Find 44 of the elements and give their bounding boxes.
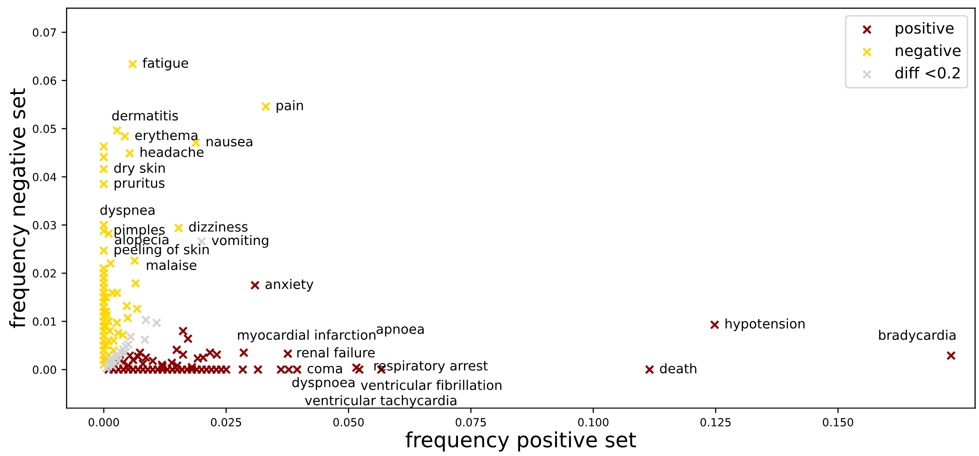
- x-tick-label: 0.050: [333, 418, 364, 426]
- annotation: pain: [276, 100, 303, 113]
- x-tick-label: 0.100: [578, 418, 608, 426]
- annotation: respiratory arrest: [374, 360, 488, 374]
- annotation: anxiety: [266, 278, 314, 292]
- x-tick-label: 0.125: [700, 418, 731, 426]
- x-tick-label: 0.075: [456, 418, 486, 426]
- annotation: vomiting: [212, 235, 268, 248]
- y-tick-label: 0.00: [32, 366, 56, 374]
- annotation: ventricular fibrillation: [360, 380, 502, 390]
- annotation: renal failure: [297, 347, 375, 358]
- annotation: dry skin: [114, 162, 165, 176]
- x-tick-label: 0.000: [88, 418, 119, 426]
- y-tick-label: 0.01: [32, 317, 56, 326]
- y-tick-label: 0.06: [32, 76, 56, 85]
- annotation: malaise: [146, 260, 196, 270]
- x-axis-title: frequency positive set: [406, 431, 636, 452]
- annotation: headache: [140, 146, 204, 158]
- annotation: death: [660, 363, 696, 374]
- y-tick-label: 0.03: [32, 221, 56, 230]
- annotation: dermatitis: [112, 110, 178, 121]
- annotation: dyspnea: [100, 204, 154, 218]
- annotation: dizziness: [189, 222, 248, 232]
- y-tick-label: 0.07: [32, 28, 56, 37]
- annotation: coma: [308, 366, 342, 374]
- x-tick-label: 0.150: [822, 418, 854, 426]
- annotation: bradycardia: [879, 330, 956, 343]
- annotation: erythema: [135, 130, 198, 143]
- annotation: apnoea: [376, 326, 424, 337]
- x-tick-label: 0.025: [210, 418, 242, 426]
- legend-label: diff <0.2: [895, 66, 960, 79]
- annotation: fatigue: [142, 58, 188, 70]
- annotation: pruritus: [114, 178, 165, 190]
- y-axis-title: frequency negative set: [9, 88, 30, 328]
- y-tick-label: 0.02: [32, 269, 56, 278]
- legend-label: positive: [896, 22, 954, 37]
- legend-label: negative: [896, 44, 961, 60]
- annotation: ventricular tachycardia: [304, 395, 456, 408]
- annotation: dyspnoea: [292, 377, 354, 390]
- y-tick-label: 0.04: [32, 172, 56, 182]
- y-tick-label: 0.05: [32, 124, 56, 134]
- annotation: myocardial infarction: [238, 330, 376, 342]
- annotation: nausea: [206, 138, 252, 146]
- annotation: hypotension: [726, 318, 805, 332]
